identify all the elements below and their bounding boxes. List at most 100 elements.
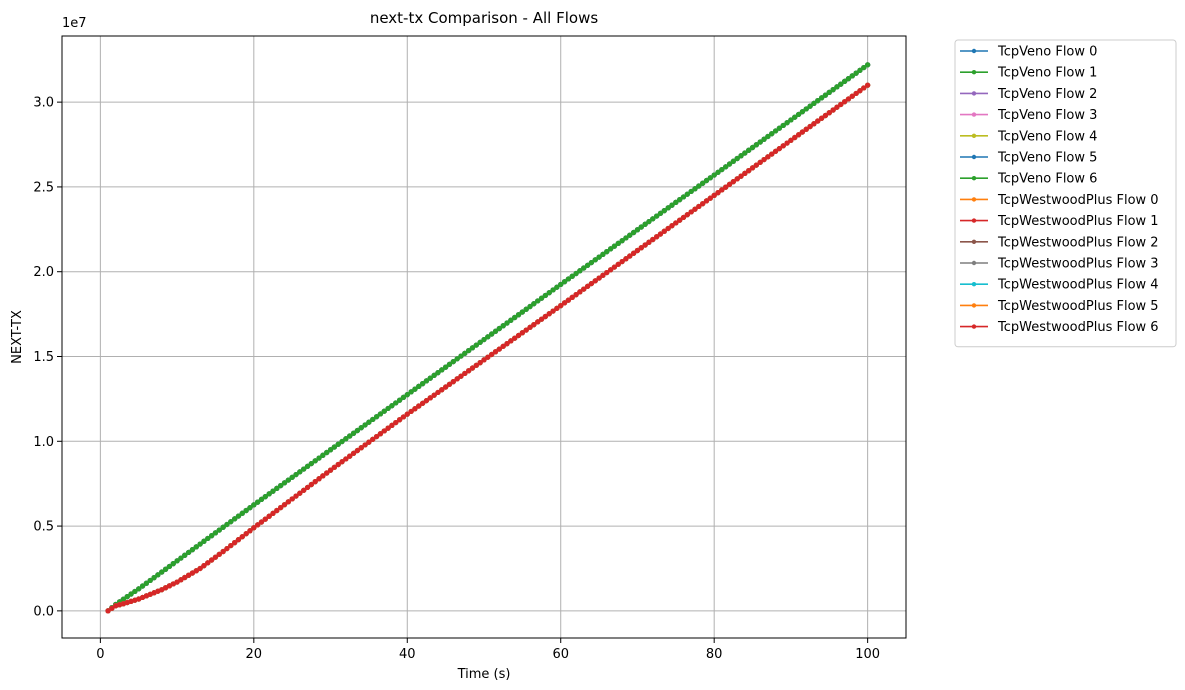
- data-point: [535, 298, 541, 304]
- data-point: [838, 81, 844, 87]
- data-point: [573, 292, 579, 298]
- data-point: [604, 269, 610, 276]
- data-point: [715, 190, 721, 196]
- data-point: [216, 527, 222, 533]
- data-point: [769, 131, 775, 137]
- data-point: [397, 417, 403, 423]
- data-point: [293, 471, 299, 478]
- data-point: [500, 323, 506, 329]
- data-point: [397, 397, 403, 403]
- legend-items: TcpVeno Flow 0 TcpVeno Flow 1 TcpVeno Flow…: [960, 45, 1159, 335]
- data-point: [105, 608, 111, 614]
- data-point: [596, 254, 602, 260]
- data-point: [761, 156, 767, 163]
- data-point: [569, 294, 575, 300]
- plot-frame: [61, 35, 907, 639]
- data-point: [780, 122, 786, 129]
- data-point: [677, 217, 683, 223]
- data-point: [285, 477, 291, 483]
- data-point: [500, 343, 506, 349]
- data-point: [427, 375, 433, 381]
- data-point: [815, 118, 821, 124]
- data-point: [232, 516, 238, 522]
- data-point: [538, 316, 545, 322]
- data-point: [746, 147, 752, 153]
- data-point: [838, 101, 844, 108]
- data-point: [489, 351, 495, 358]
- data-point: [473, 362, 479, 368]
- data-point: [431, 372, 437, 378]
- data-point: [811, 100, 817, 107]
- data-point: [408, 408, 414, 415]
- data-point: [865, 62, 871, 68]
- data-point: [450, 379, 456, 385]
- data-point: [400, 414, 407, 420]
- data-point: [742, 170, 748, 176]
- data-point: [819, 95, 825, 101]
- data-point: [776, 125, 783, 131]
- data-point: [788, 117, 794, 123]
- data-point: [842, 99, 848, 105]
- legend-marker: [971, 176, 977, 181]
- data-point: [370, 416, 376, 423]
- data-point: [650, 216, 656, 222]
- data-point: [696, 203, 702, 210]
- data-point: [515, 332, 522, 339]
- data-point: [657, 210, 664, 216]
- data-point: [466, 368, 472, 374]
- data-point: [638, 224, 644, 230]
- data-point: [377, 411, 384, 417]
- data-point: [535, 319, 541, 325]
- legend-label: TcpWestwoodPlus Flow 1: [997, 214, 1159, 229]
- data-point: [703, 177, 710, 184]
- data-point: [803, 126, 809, 132]
- data-point: [262, 516, 268, 522]
- data-point: [515, 312, 522, 318]
- data-point: [538, 295, 545, 301]
- data-point: [795, 132, 802, 138]
- data-point: [742, 150, 748, 156]
- data-point: [577, 268, 583, 274]
- data-point: [569, 273, 575, 279]
- data-point: [615, 261, 621, 267]
- y-tick-label: 2.0: [33, 265, 54, 280]
- data-point: [845, 76, 852, 82]
- legend-marker: [971, 324, 977, 329]
- legend-marker: [971, 70, 977, 75]
- legend-box: [954, 39, 1177, 348]
- data-point: [228, 542, 234, 549]
- data-point: [331, 464, 337, 470]
- data-point: [343, 436, 349, 442]
- data-point: [504, 341, 510, 347]
- data-point: [588, 280, 595, 287]
- legend-label: TcpWestwoodPlus Flow 2: [997, 235, 1159, 250]
- data-point: [243, 507, 249, 514]
- data-point: [462, 370, 468, 377]
- data-point: [730, 158, 736, 164]
- data-point: [331, 444, 337, 450]
- data-point: [826, 110, 832, 116]
- data-point: [492, 328, 499, 334]
- data-point: [746, 168, 752, 174]
- data-point: [792, 134, 798, 141]
- legend-item: TcpVeno Flow 4: [960, 129, 1097, 144]
- data-point: [669, 202, 675, 208]
- data-point: [504, 320, 510, 326]
- data-point: [592, 257, 598, 263]
- data-point: [819, 115, 825, 121]
- data-point: [186, 549, 192, 556]
- data-point: [661, 228, 667, 234]
- data-point: [642, 242, 648, 248]
- data-point: [634, 247, 641, 254]
- data-point: [212, 554, 219, 560]
- data-point: [665, 205, 671, 211]
- data-point: [577, 289, 583, 295]
- data-point: [159, 587, 165, 593]
- data-point: [527, 324, 533, 330]
- legend-item: TcpWestwoodPlus Flow 2: [960, 235, 1159, 250]
- data-point: [416, 403, 422, 409]
- data-point: [235, 513, 242, 519]
- data-point: [124, 594, 130, 600]
- legend-marker: [971, 303, 977, 308]
- data-point: [638, 245, 644, 251]
